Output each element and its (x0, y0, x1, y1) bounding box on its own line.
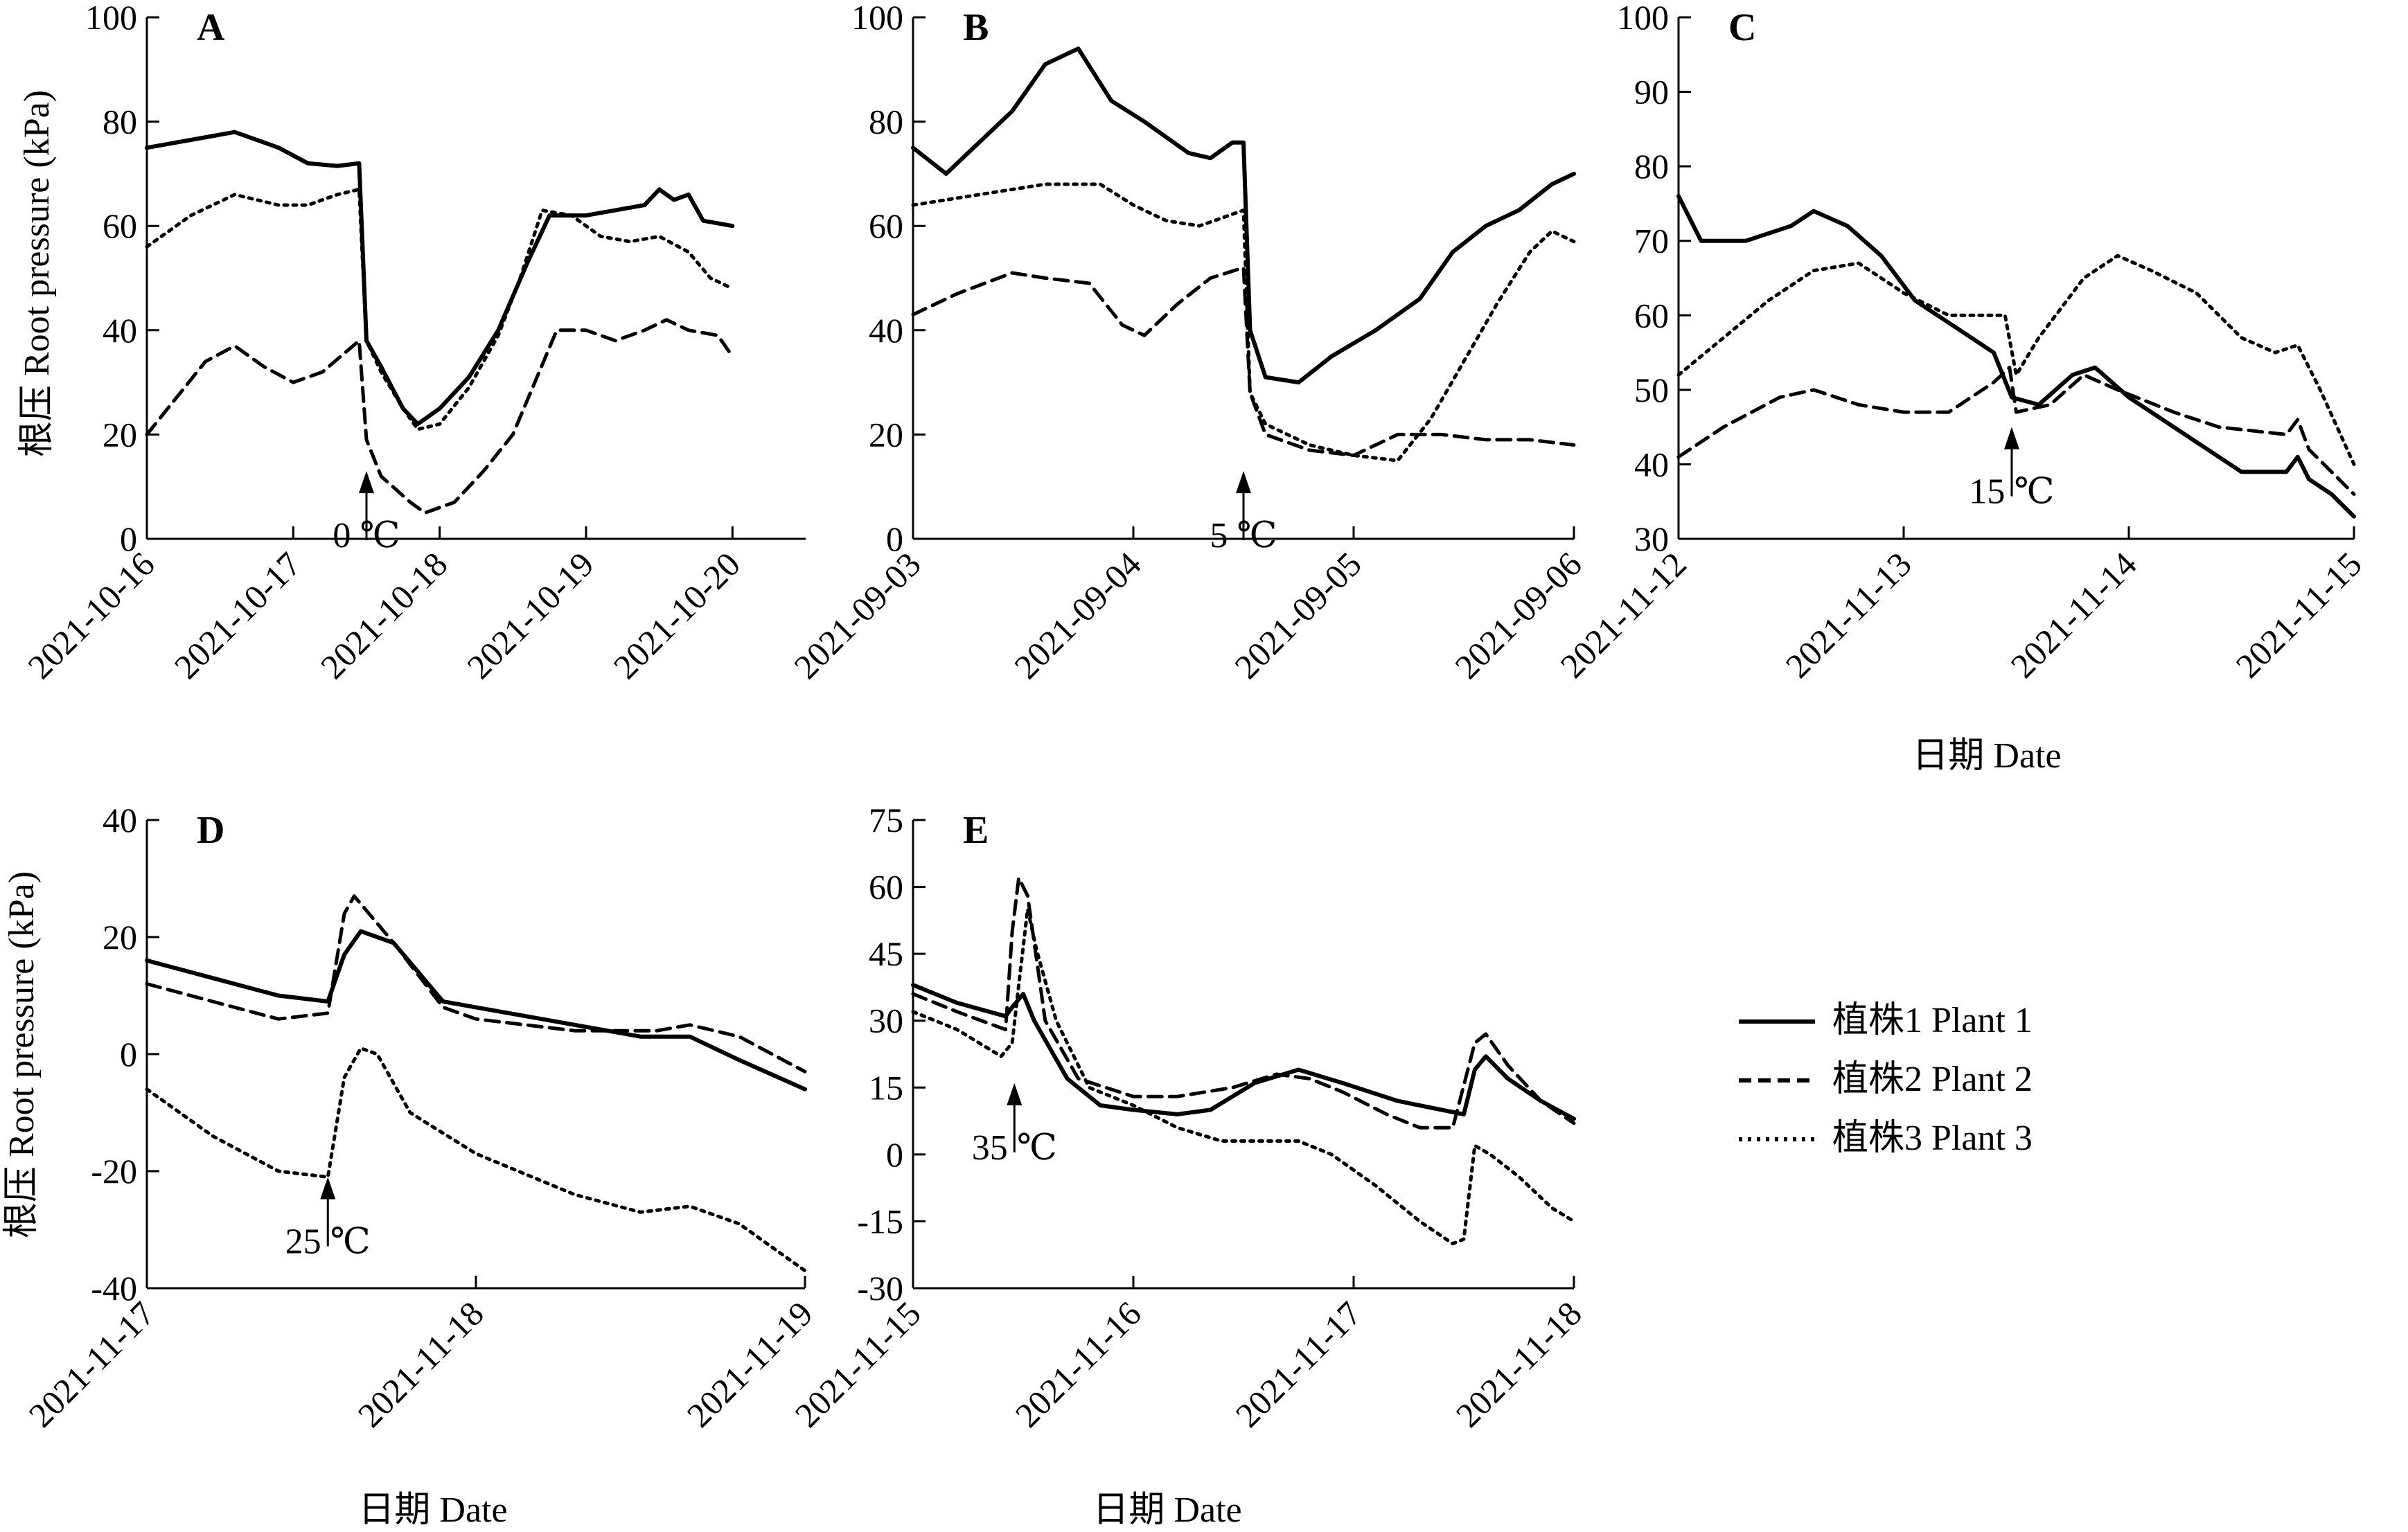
y-tick-label: 20 (103, 415, 137, 454)
y-tick-label: 45 (869, 934, 903, 973)
y-tick-label: -40 (91, 1269, 137, 1308)
y-tick-label: 40 (869, 311, 903, 350)
series-line-plant-2 (1676, 366, 2356, 496)
x-tick-label: 2021-10-20 (606, 544, 748, 686)
y-tick-label: 80 (1634, 147, 1669, 186)
y-tick-label: 30 (1634, 519, 1669, 558)
y-tick-label: 0 (886, 519, 903, 558)
series-line-plant-1 (145, 929, 807, 1092)
x-tick-label: 2021-11-13 (1778, 544, 1919, 685)
x-axis-label-d: 日期 Date (358, 1490, 507, 1530)
y-tick-label: 0 (120, 1035, 137, 1074)
annotation-arrow-head (1236, 471, 1251, 494)
y-axis-label-bottom: 根压 Root pressure (kPa) (2, 871, 42, 1238)
y-tick-label: 60 (1634, 296, 1669, 335)
x-tick-label: 2021-10-18 (313, 544, 455, 686)
annotation-arrow-head (320, 1177, 336, 1200)
series-line-plant-1 (911, 983, 1576, 1121)
panel-letter: E (963, 809, 989, 852)
y-tick-label: 50 (1634, 371, 1669, 409)
x-axis-label-c: 日期 Date (1912, 736, 2061, 776)
y-tick-label: 30 (869, 1001, 903, 1040)
x-tick-label: 2021-09-04 (1007, 544, 1149, 686)
y-tick-label: 100 (851, 0, 903, 37)
x-tick-label: 2021-11-16 (1008, 1294, 1149, 1434)
annotation-label: 15 ℃ (1969, 472, 2054, 512)
panel-letter: D (197, 809, 224, 852)
y-axis-label-top: 根压 Root pressure (kPa) (17, 90, 57, 457)
x-tick-label: 2021-11-14 (2003, 544, 2144, 685)
legend-label-plant-3: 植株3 Plant 3 (1832, 1119, 2033, 1158)
y-tick-label: 100 (85, 0, 137, 37)
series-line-plant-3 (145, 1046, 807, 1273)
y-tick-label: 20 (869, 415, 903, 454)
annotation-arrow-head (2004, 427, 2019, 449)
annotation-label: 0 ℃ (333, 516, 400, 555)
series-line-plant-3 (1676, 253, 2356, 466)
x-tick-label: 2021-11-17 (21, 1294, 162, 1434)
y-tick-label: -15 (857, 1202, 903, 1240)
y-tick-label: 15 (869, 1068, 903, 1107)
legend-label-plant-1: 植株1 Plant 1 (1832, 1001, 2033, 1040)
x-tick-label: 2021-10-17 (167, 544, 309, 686)
y-tick-label: 0 (886, 1135, 903, 1174)
x-tick-label: 2021-10-19 (459, 544, 601, 686)
chart-panel-b: 0 20 40 60 80 100 2021-09-03 2021-09-04 2021-09-… (786, 0, 1589, 686)
y-tick-label: 80 (869, 103, 903, 141)
y-tick-label: 100 (1617, 0, 1669, 37)
y-tick-label: 40 (103, 801, 137, 839)
series-line-plant-1 (911, 46, 1576, 385)
y-tick-label: 70 (1634, 222, 1669, 260)
series-line-plant-3 (911, 182, 1576, 463)
series-line-plant-2 (911, 265, 1576, 457)
legend: 植株1 Plant 1 植株2 Plant 2 植株3 Plant 3 (1739, 1001, 2033, 1158)
x-tick-label: 2021-10-16 (20, 544, 162, 686)
series-line-plant-2 (145, 894, 807, 1074)
y-tick-label: 40 (103, 311, 137, 350)
y-tick-label: 60 (869, 868, 903, 907)
y-tick-label: 75 (869, 801, 903, 839)
y-tick-label: 80 (103, 103, 137, 141)
y-tick-label: 0 (120, 519, 137, 558)
annotation-label: 35 ℃ (972, 1128, 1057, 1168)
x-tick-label: 2021-09-05 (1227, 544, 1369, 686)
series-line-plant-2 (145, 318, 734, 515)
y-tick-label: 60 (103, 206, 137, 245)
annotation-arrow-head (359, 471, 374, 494)
y-tick-label: 40 (1634, 445, 1669, 483)
x-axis-label-e: 日期 Date (1092, 1490, 1241, 1530)
x-tick-label: 2021-11-17 (1228, 1294, 1369, 1434)
y-tick-label: 60 (869, 206, 903, 245)
series-line-plant-1 (1676, 194, 2356, 519)
y-tick-label: 90 (1634, 73, 1669, 112)
y-tick-label: 20 (103, 918, 137, 956)
x-tick-label: 2021-11-15 (2229, 544, 2369, 685)
x-tick-label: 2021-11-18 (351, 1294, 491, 1434)
series-line-plant-3 (911, 907, 1576, 1246)
annotation-label: 25 ℃ (285, 1222, 371, 1261)
x-tick-label: 2021-11-18 (1449, 1294, 1589, 1434)
series-line-plant-2 (911, 876, 1576, 1130)
annotation-arrow-head (1007, 1083, 1022, 1105)
legend-label-plant-2: 植株2 Plant 2 (1832, 1060, 2033, 1099)
panel-letter: C (1728, 6, 1756, 49)
panel-letter: A (197, 6, 225, 49)
annotation-label: 5 ℃ (1210, 516, 1277, 555)
panel-letter: B (963, 6, 989, 49)
x-tick-label: 2021-09-03 (786, 544, 928, 686)
y-tick-label: -20 (91, 1152, 137, 1191)
series-line-plant-1 (145, 130, 735, 427)
y-tick-label: -30 (857, 1269, 903, 1308)
series-line-plant-3 (145, 188, 734, 431)
